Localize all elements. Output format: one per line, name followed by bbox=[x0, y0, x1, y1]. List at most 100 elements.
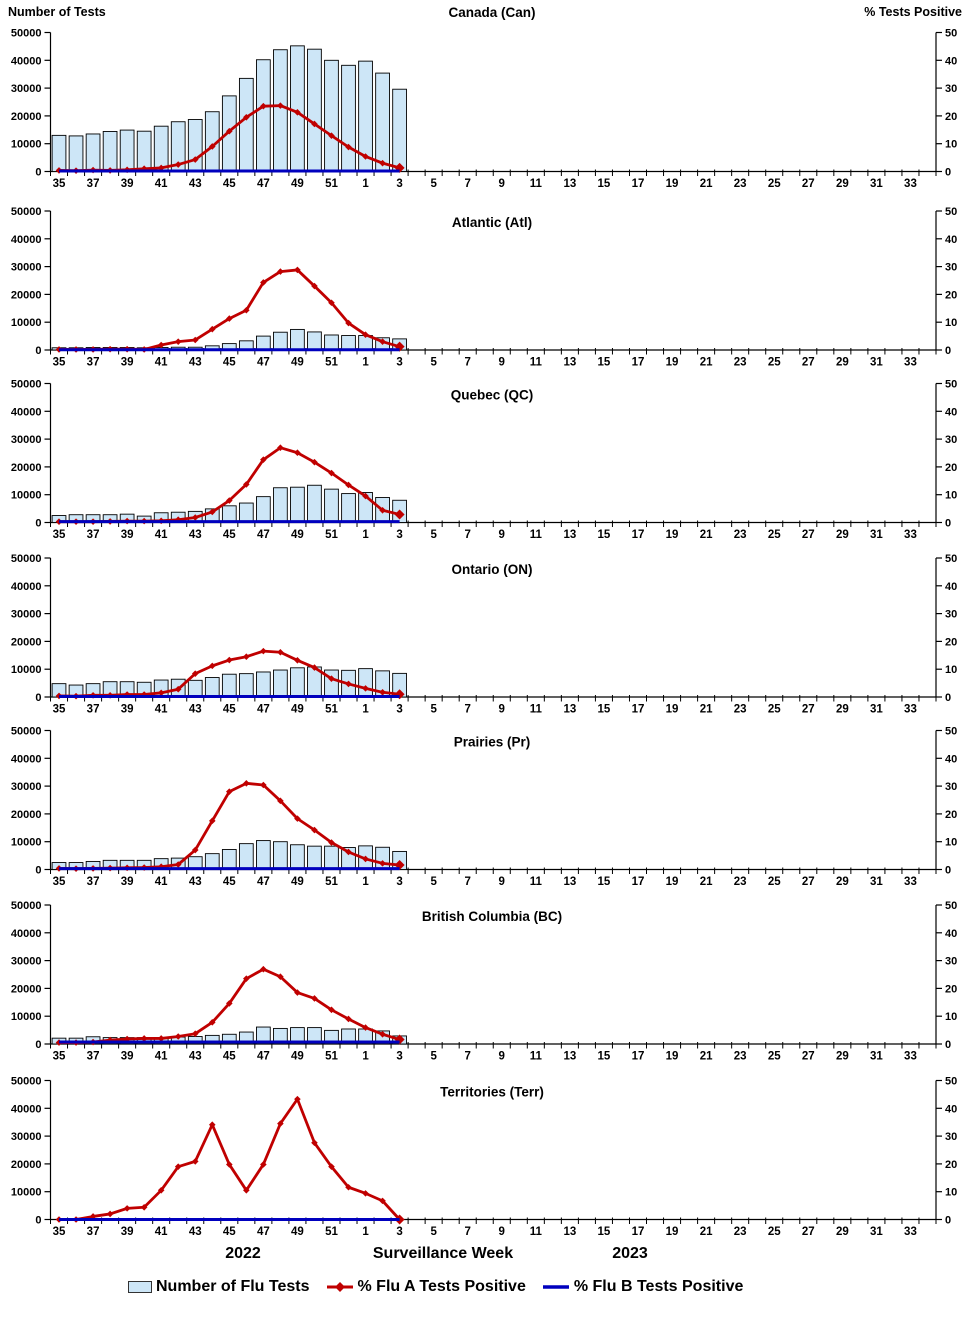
left-tick-label: 40000 bbox=[11, 1103, 42, 1115]
flu-a-marker bbox=[226, 788, 233, 795]
bar-week-37 bbox=[85, 133, 101, 172]
week-label: 35 bbox=[53, 876, 66, 888]
left-tick-label: 50000 bbox=[11, 28, 42, 40]
flu-a-marker bbox=[362, 1024, 369, 1031]
axes bbox=[49, 558, 937, 698]
bar-week-50 bbox=[307, 1027, 322, 1045]
left-tick-label: 10000 bbox=[11, 139, 42, 151]
week-label: 27 bbox=[802, 178, 815, 190]
week-label: 37 bbox=[87, 178, 100, 190]
flu-a-marker bbox=[243, 306, 250, 314]
flu-a-marker bbox=[277, 797, 284, 805]
week-label: 15 bbox=[598, 178, 611, 190]
flu-a-marker bbox=[260, 965, 267, 973]
week-label: 41 bbox=[155, 1226, 168, 1238]
flu-a-marker bbox=[328, 299, 335, 307]
week-label: 9 bbox=[499, 1051, 505, 1063]
flu-a-marker bbox=[191, 514, 199, 521]
week-label: 21 bbox=[700, 1051, 713, 1063]
week-label: 1 bbox=[362, 357, 369, 369]
bar-week-48 bbox=[273, 669, 288, 698]
week-label: 13 bbox=[563, 704, 576, 716]
week-label: 39 bbox=[121, 1051, 134, 1063]
week-label: 25 bbox=[768, 1051, 781, 1063]
right-tick-label: 0 bbox=[945, 1039, 951, 1051]
right-tick-label: 20 bbox=[945, 462, 957, 474]
flu-a-marker bbox=[208, 1019, 216, 1026]
flu-a-marker bbox=[345, 848, 352, 856]
week-label: 25 bbox=[768, 357, 781, 369]
left-tick-label: 30000 bbox=[11, 1131, 42, 1143]
bar-week-48 bbox=[273, 1027, 288, 1045]
week-label: 23 bbox=[734, 704, 747, 716]
week-label: 33 bbox=[904, 529, 917, 541]
week-label: 41 bbox=[155, 178, 168, 190]
flu-a-marker bbox=[345, 1015, 352, 1023]
flu-a-marker bbox=[311, 282, 318, 290]
week-label: 43 bbox=[189, 529, 202, 541]
week-label: 9 bbox=[499, 876, 505, 888]
bar-week-49 bbox=[290, 45, 305, 172]
right-tick-label: 40 bbox=[945, 928, 957, 940]
axes bbox=[49, 1080, 937, 1221]
week-label: 47 bbox=[257, 704, 270, 716]
week-label: 47 bbox=[257, 1051, 270, 1063]
week-label: 7 bbox=[465, 529, 471, 541]
flu-a-marker bbox=[260, 1161, 267, 1168]
flu-a-marker bbox=[243, 780, 250, 787]
week-label: 21 bbox=[700, 704, 713, 716]
flu-a-marker bbox=[345, 481, 352, 489]
left-tick-label: 30000 bbox=[11, 609, 42, 621]
bar-week-50 bbox=[307, 484, 322, 523]
panel-title: Quebec (QC) bbox=[451, 388, 534, 403]
bar-week-35 bbox=[51, 134, 67, 172]
bar-week-45 bbox=[221, 505, 237, 523]
axes bbox=[49, 383, 937, 524]
week-label: 35 bbox=[53, 704, 66, 716]
week-label: 19 bbox=[666, 357, 679, 369]
right-tick-label: 50 bbox=[945, 726, 957, 738]
left-tick-label: 20000 bbox=[11, 289, 42, 301]
panel-title: British Columbia (BC) bbox=[422, 909, 562, 924]
panel-title: Canada (Can) bbox=[448, 5, 535, 20]
bar-week-43 bbox=[187, 119, 203, 172]
flu-a-marker bbox=[394, 509, 405, 520]
right-tick-label: 30 bbox=[945, 956, 957, 968]
week-label: 17 bbox=[632, 876, 645, 888]
flu-a-marker bbox=[260, 781, 267, 789]
week-label: 43 bbox=[189, 357, 202, 369]
week-label: 43 bbox=[189, 1226, 202, 1238]
week-label: 43 bbox=[189, 704, 202, 716]
flu-a-marker bbox=[379, 159, 386, 167]
flu-a-marker bbox=[311, 664, 318, 671]
bar-week-51 bbox=[324, 488, 339, 523]
bar-week-47 bbox=[256, 335, 271, 351]
bar-week-50 bbox=[307, 845, 322, 870]
week-label: 35 bbox=[53, 178, 66, 190]
week-label: 19 bbox=[666, 1051, 679, 1063]
week-label: 5 bbox=[430, 178, 437, 190]
left-tick-label: 20000 bbox=[11, 636, 42, 648]
week-label: 45 bbox=[223, 1226, 236, 1238]
bar-week-49 bbox=[290, 1027, 305, 1045]
flu-a-marker bbox=[140, 1035, 148, 1042]
week-label: 7 bbox=[465, 704, 471, 716]
flu-a-marker bbox=[208, 1121, 216, 1129]
bar-week-51 bbox=[324, 845, 339, 870]
flu-a-marker bbox=[260, 102, 267, 110]
week-label: 31 bbox=[870, 1051, 883, 1063]
bar-week-48 bbox=[273, 487, 288, 523]
week-label: 7 bbox=[465, 1051, 471, 1063]
tests-bars bbox=[51, 328, 407, 351]
right-tick-label: 20 bbox=[945, 636, 957, 648]
flu-a-marker bbox=[328, 675, 335, 682]
bar-week-46 bbox=[238, 77, 254, 172]
flu-a-marker bbox=[294, 1095, 301, 1103]
bar-week-47 bbox=[256, 59, 271, 172]
week-label: 33 bbox=[904, 704, 917, 716]
week-label: 39 bbox=[121, 357, 134, 369]
right-tick-label: 40 bbox=[945, 234, 957, 246]
bar-week-51 bbox=[324, 334, 339, 351]
week-label: 3 bbox=[396, 876, 402, 888]
